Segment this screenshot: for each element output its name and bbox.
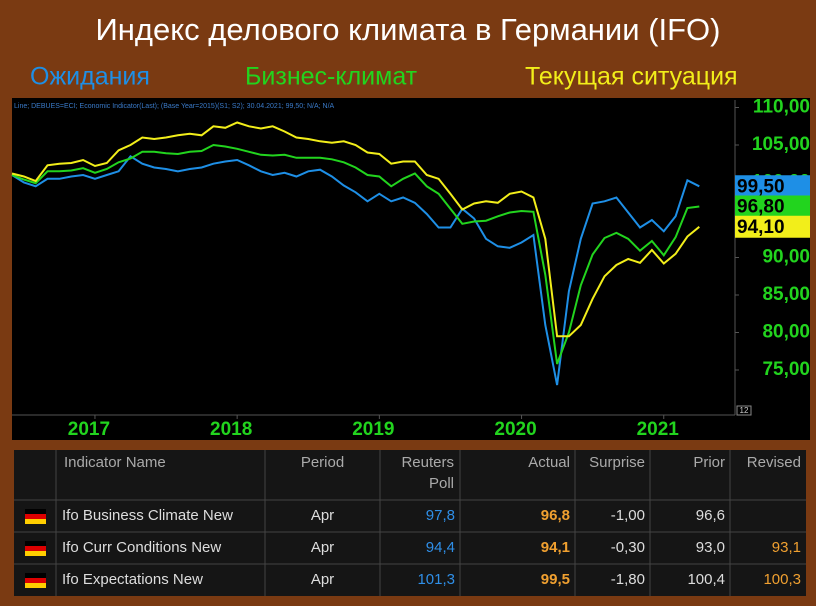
cell: 97,8 <box>426 507 455 524</box>
corner-label: 12 <box>740 406 749 415</box>
header-cell: Surprise <box>589 454 645 471</box>
plot-background <box>12 98 810 440</box>
end-label-box <box>735 215 810 238</box>
flag-gold <box>25 583 46 588</box>
flag-red <box>25 578 46 583</box>
cell: 96,8 <box>541 507 570 524</box>
x-tick-label: 2021 <box>637 419 680 440</box>
cell: Ifo Curr Conditions New <box>62 539 221 556</box>
y-tick-label: 80,00 <box>762 322 810 343</box>
flag-red <box>25 514 46 519</box>
legend-entry: Бизнес-климат <box>245 63 418 91</box>
cell: 101,3 <box>417 571 455 588</box>
end-label: 94,10 <box>737 217 785 238</box>
cell: 100,3 <box>763 571 801 588</box>
chart-title: Индекс делового климата в Германии (IFO) <box>96 12 721 47</box>
series-line <box>11 143 700 365</box>
info-line: Line; DEBUES=ECI; Economic Indicator(Las… <box>14 103 335 110</box>
series-line <box>11 121 700 338</box>
flag-black <box>25 541 46 546</box>
cell: 99,5 <box>541 571 570 588</box>
flag-gold <box>25 519 46 524</box>
flag-black <box>25 509 46 514</box>
header-cell: Reuters Poll <box>401 454 454 492</box>
y-tick-label: 85,00 <box>762 284 810 305</box>
header-cell: Period <box>301 454 344 471</box>
flag-gold <box>25 551 46 556</box>
cell: -0,30 <box>611 539 645 556</box>
table-background <box>14 450 806 596</box>
cell: Apr <box>311 571 334 588</box>
y-tick-label: 105,00 <box>752 134 810 155</box>
y-tick-label: 75,00 <box>762 359 810 380</box>
corner-box <box>736 405 752 416</box>
x-tick-label: 2019 <box>352 419 394 440</box>
legend-entry: Текущая ситуация <box>525 63 738 91</box>
cell: -1,00 <box>611 507 645 524</box>
cell: Ifo Business Climate New <box>62 507 233 524</box>
cell: 93,0 <box>696 539 725 556</box>
flag-red <box>25 546 46 551</box>
header-cell: Indicator Name <box>64 454 166 471</box>
x-tick-label: 2018 <box>210 419 252 440</box>
cell: 100,4 <box>687 571 725 588</box>
x-tick-label: 2017 <box>68 419 110 440</box>
cell: 94,1 <box>541 539 570 556</box>
legend-entry: Ожидания <box>30 63 150 91</box>
cell: -1,80 <box>611 571 645 588</box>
cell: 94,4 <box>426 539 455 556</box>
cell: Apr <box>311 507 334 524</box>
end-label: 99,50 <box>737 176 785 197</box>
end-label-box <box>735 175 810 198</box>
cell: Apr <box>311 539 334 556</box>
cell: Ifo Expectations New <box>62 571 203 588</box>
header-cell: Revised <box>747 454 801 471</box>
series-line <box>11 154 700 386</box>
flag-black <box>25 573 46 578</box>
x-tick-label: 2020 <box>494 419 536 440</box>
cell: 96,6 <box>696 507 725 524</box>
end-label-box <box>735 195 810 218</box>
end-label: 96,80 <box>737 197 785 218</box>
y-tick-label: 90,00 <box>762 247 810 268</box>
header-cell: Actual <box>528 454 570 471</box>
cell: 93,1 <box>772 539 801 556</box>
y-tick-label: 110,00 <box>753 97 810 118</box>
header-cell: Prior <box>693 454 725 471</box>
